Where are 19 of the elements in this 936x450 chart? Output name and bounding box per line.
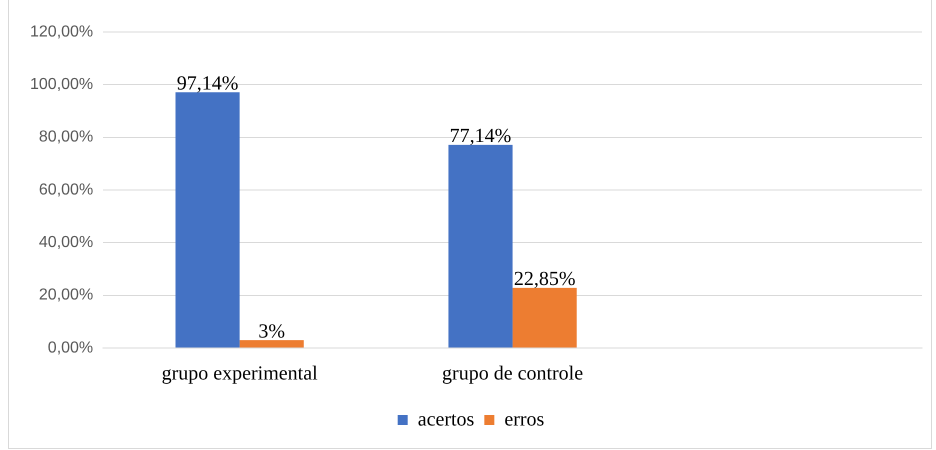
y-tick-label: 0,00% — [48, 339, 94, 356]
y-tick-label: 100,00% — [30, 76, 94, 94]
bar — [512, 288, 577, 348]
x-tick-label: grupo de controle — [442, 362, 584, 384]
y-tick-label: 120,00% — [30, 23, 94, 40]
bar — [448, 144, 513, 348]
y-tick-label: 60,00% — [38, 181, 94, 198]
data-label: 22,85% — [514, 268, 576, 290]
bar — [175, 92, 240, 348]
bar — [240, 340, 304, 348]
legend-label: erros — [504, 408, 545, 430]
data-label: 77,14% — [450, 125, 512, 148]
y-tick-label: 20,00% — [38, 286, 94, 304]
x-tick-label: grupo experimental — [162, 362, 318, 384]
y-tick-label: 80,00% — [38, 128, 94, 146]
legend-label: acertos — [418, 408, 475, 430]
data-label: 97,14% — [176, 72, 238, 94]
data-label: 3% — [258, 320, 286, 342]
y-tick-label: 40,00% — [38, 234, 94, 252]
